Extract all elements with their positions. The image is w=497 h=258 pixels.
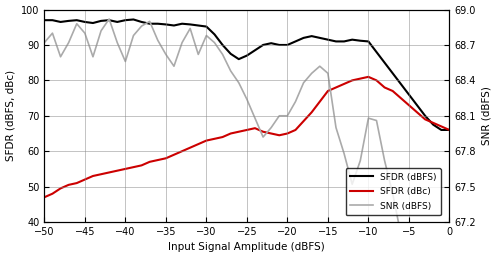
Y-axis label: SNR (dBFS): SNR (dBFS): [482, 86, 492, 145]
SNR (dBFS): [171, 65, 177, 68]
SFDR (dBc): [446, 128, 452, 132]
SNR (dBFS): [106, 18, 112, 21]
SFDR (dBc): [309, 111, 315, 114]
Line: SFDR (dBFS): SFDR (dBFS): [44, 19, 449, 130]
SFDR (dBc): [163, 157, 169, 160]
SFDR (dBFS): [446, 128, 452, 132]
SNR (dBFS): [41, 41, 47, 44]
SFDR (dBFS): [179, 22, 185, 25]
SFDR (dBc): [171, 153, 177, 156]
SFDR (dBc): [333, 86, 339, 89]
SFDR (dBc): [41, 196, 47, 199]
SFDR (dBFS): [317, 36, 323, 39]
Y-axis label: SFDR (dBFS, dBc): SFDR (dBFS, dBc): [5, 70, 15, 161]
SNR (dBFS): [179, 41, 185, 44]
SFDR (dBFS): [430, 123, 436, 126]
SFDR (dBFS): [341, 40, 347, 43]
SNR (dBFS): [317, 65, 323, 68]
SFDR (dBFS): [438, 128, 444, 132]
SFDR (dBc): [131, 166, 137, 169]
SFDR (dBFS): [139, 20, 145, 23]
SFDR (dBFS): [131, 18, 137, 21]
SFDR (dBc): [365, 75, 371, 78]
X-axis label: Input Signal Amplitude (dBFS): Input Signal Amplitude (dBFS): [168, 243, 325, 252]
Line: SNR (dBFS): SNR (dBFS): [44, 19, 449, 258]
SNR (dBFS): [139, 25, 145, 28]
SFDR (dBFS): [171, 24, 177, 27]
Line: SFDR (dBc): SFDR (dBc): [44, 77, 449, 197]
SNR (dBFS): [341, 152, 347, 155]
Legend: SFDR (dBFS), SFDR (dBc), SNR (dBFS): SFDR (dBFS), SFDR (dBc), SNR (dBFS): [345, 168, 441, 215]
SFDR (dBFS): [41, 19, 47, 22]
SFDR (dBc): [438, 125, 444, 128]
